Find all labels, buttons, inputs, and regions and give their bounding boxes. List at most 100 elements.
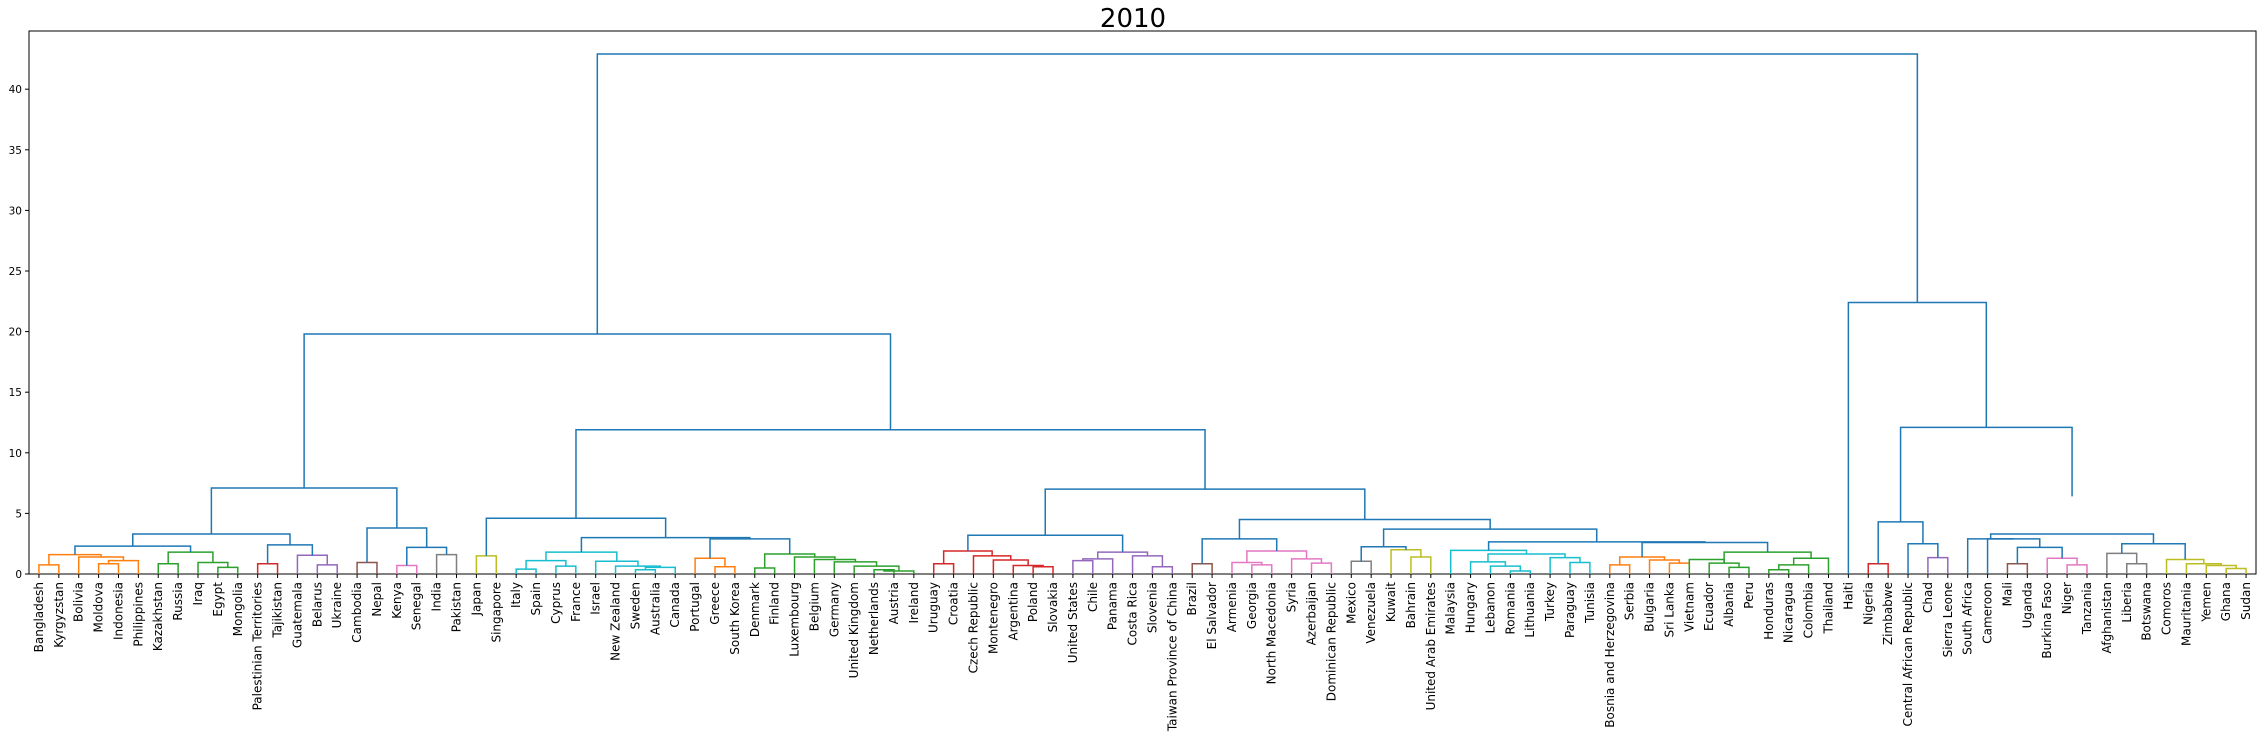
leaf-label: Argentina [1006,582,1020,641]
leaf-label: Belgium [807,582,821,631]
leaf-label: Zimbabwe [1881,582,1895,645]
leaf-label: Spain [529,582,543,616]
dendrogram-link [38,564,60,574]
leaf-label: Botswana [2140,582,2154,641]
leaf-label: Nepal [370,582,384,617]
dendrogram-link [1290,558,1323,574]
dendrogram-link [972,555,1012,574]
y-tick-label: 30 [9,205,22,217]
leaf-label: Yemen [2199,582,2213,623]
dendrogram-link [709,538,791,559]
leaf-label: Greece [708,582,722,625]
y-tick-label: 15 [9,387,22,399]
leaf-label: Niger [2060,582,2074,614]
leaf-label: El Salvador [1205,582,1219,649]
dendrogram-link [754,567,776,574]
dendrogram-link [48,553,102,565]
dendrogram-link [1191,562,1213,574]
leaf-label: Bolivia [72,582,86,622]
dendrogram-link [210,487,398,535]
leaf-label: Portugal [688,582,702,632]
leaf-label: Kyrgyzstan [52,582,66,648]
leaf-label: Malaysia [1444,582,1458,634]
dendrogram-link [1609,564,1631,574]
leaf-label: Hungary [1464,582,1478,633]
leaf-label: Austria [887,582,901,624]
dendrogram-link [833,561,878,574]
y-axis: 0 5 10 15 20 25 30 35 40 [9,84,29,581]
dendrogram-link [1847,301,1988,574]
dendrogram-link [406,546,448,566]
leaf-label: South Korea [728,582,742,655]
dendrogram-link [74,545,192,555]
dendrogram-link [1032,565,1054,574]
dendrogram-link [644,566,676,574]
leaf-label: Turkey [1543,582,1557,622]
dendrogram-link [2225,567,2247,574]
dendrogram-link [1469,561,1507,574]
leaf-label: Guatemala [290,582,304,648]
leaf-label: Czech Republic [966,582,980,673]
leaf-label: Cameroon [1981,582,1995,644]
chart-title: 2010 [1100,4,1166,34]
leaf-label: Colombia [1802,582,1816,638]
leaf-label: Singapore [489,582,503,643]
dendrogram-link [303,333,892,488]
leaf-label: Paraguay [1563,582,1577,638]
dendrogram-link [1044,488,1366,536]
dendrogram-link [1641,541,1769,558]
leaf-label: Bangladesh [32,582,46,652]
leaf-label: Moldova [92,582,106,632]
leaf-label: Mongolia [231,582,245,636]
dendrogram-link [1310,562,1333,574]
dendrogram-link [515,568,537,574]
leaf-label: Sri Lanka [1662,582,1676,637]
dendrogram-link [525,559,567,570]
dendrogram-link [1768,569,1790,574]
leaf-label: Vietnam [1682,582,1696,632]
dendrogram-link [763,553,816,568]
leaf-label: Finland [768,582,782,625]
dendrogram-link [580,536,751,553]
dendrogram-link [1449,549,1528,574]
leaf-label: Nigeria [1861,582,1875,625]
dendrogram-link [1489,565,1522,574]
leaf-label: Tanzania [2080,582,2094,635]
dendrogram-link [1927,556,1949,574]
leaf-label: United Kingdom [847,582,861,678]
leaf-label: Denmark [748,582,762,637]
leaf-label: Bulgaria [1643,582,1657,632]
leaf-label: Germany [827,582,841,637]
leaf-label: Cyprus [549,582,563,624]
dendrogram-link [1251,564,1273,574]
leaf-label: Cambodia [350,582,364,643]
leaf-label: Mali [2000,582,2014,606]
leaf-label: Thailand [1821,582,1835,635]
dendrogram-link [1907,542,1939,574]
leaf-label: Belarus [310,582,324,627]
dendrogram-link [485,517,667,556]
dendrogram-link [1708,562,1740,574]
leaf-label: Luxembourg [788,582,802,657]
dendrogram-link [266,544,314,564]
y-tick-label: 0 [15,569,22,581]
leaf-label: New Zealand [609,582,623,661]
dendrogram-link [1899,426,2073,522]
leaf-label: Tajikistan [271,582,285,639]
dendrogram-link [475,555,498,574]
leaf-label: Serbia [1623,582,1637,620]
leaf-label: Israel [589,582,603,615]
dendrogram-link [316,564,338,574]
leaf-label: Netherlands [867,582,881,655]
dendrogram-link [1989,533,2155,544]
dendrogram-link [1728,566,1750,574]
leaf-label: Comoros [2160,582,2174,635]
leaf-label: Liberia [2120,582,2134,623]
leaf-label: Chad [1921,582,1935,613]
leaf-label: Ecuador [1702,582,1716,631]
dendrogram-link [2006,562,2029,574]
dendrogram-link [157,562,179,574]
leaf-label: Taiwan Province of China [1165,582,1179,732]
dendrogram-link [634,569,657,574]
